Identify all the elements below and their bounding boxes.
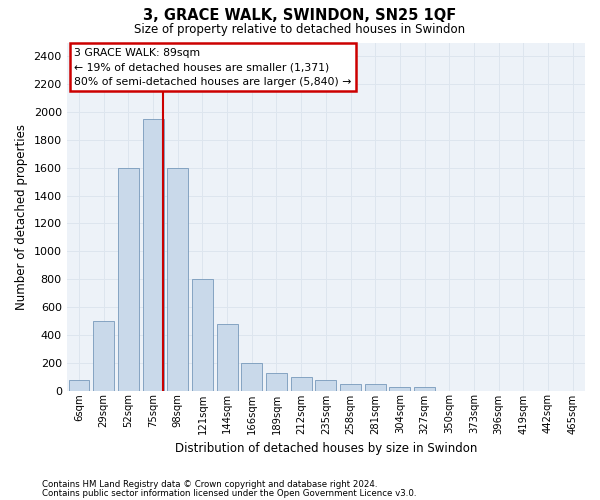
Text: Size of property relative to detached houses in Swindon: Size of property relative to detached ho…: [134, 22, 466, 36]
Bar: [290, 376, 311, 390]
X-axis label: Distribution of detached houses by size in Swindon: Distribution of detached houses by size …: [175, 442, 477, 455]
Bar: [192, 279, 213, 390]
Bar: [241, 362, 262, 390]
Bar: [365, 384, 386, 390]
Text: Contains public sector information licensed under the Open Government Licence v3: Contains public sector information licen…: [42, 488, 416, 498]
Y-axis label: Number of detached properties: Number of detached properties: [15, 124, 28, 310]
Bar: [414, 387, 435, 390]
Bar: [68, 380, 89, 390]
Bar: [118, 168, 139, 390]
Bar: [143, 119, 164, 390]
Text: Contains HM Land Registry data © Crown copyright and database right 2024.: Contains HM Land Registry data © Crown c…: [42, 480, 377, 489]
Text: 3, GRACE WALK, SWINDON, SN25 1QF: 3, GRACE WALK, SWINDON, SN25 1QF: [143, 8, 457, 22]
Bar: [93, 321, 114, 390]
Bar: [167, 168, 188, 390]
Bar: [340, 384, 361, 390]
Bar: [389, 387, 410, 390]
Bar: [316, 380, 337, 390]
Bar: [266, 373, 287, 390]
Bar: [217, 324, 238, 390]
Text: 3 GRACE WALK: 89sqm
← 19% of detached houses are smaller (1,371)
80% of semi-det: 3 GRACE WALK: 89sqm ← 19% of detached ho…: [74, 48, 352, 86]
